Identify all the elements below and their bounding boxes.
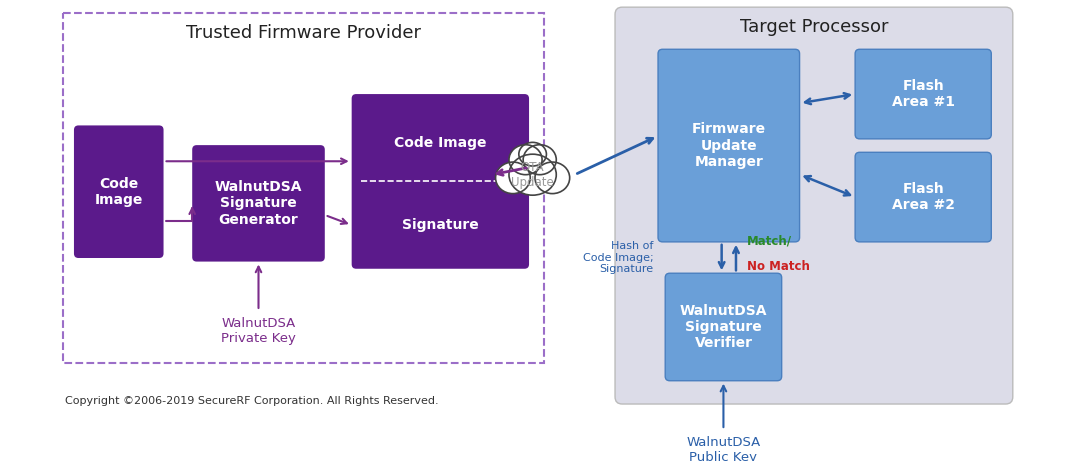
Text: WalnutDSA
Public Key: WalnutDSA Public Key [686, 436, 761, 461]
Text: Copyright ©2006-2019 SecureRF Corporation. All Rights Reserved.: Copyright ©2006-2019 SecureRF Corporatio… [65, 396, 439, 406]
FancyBboxPatch shape [659, 49, 799, 242]
Text: Target Processor: Target Processor [739, 18, 888, 36]
Ellipse shape [496, 162, 530, 194]
Text: Code
Image: Code Image [95, 177, 143, 207]
Text: Flash
Area #2: Flash Area #2 [892, 182, 954, 212]
FancyBboxPatch shape [665, 273, 781, 381]
Text: Trusted Firmware Provider: Trusted Firmware Provider [186, 24, 421, 42]
Text: Flash
Area #1: Flash Area #1 [892, 79, 954, 109]
Text: OTA
Update: OTA Update [511, 161, 554, 189]
Text: Hash of
Code Image;
Signature: Hash of Code Image; Signature [583, 241, 653, 274]
Text: WalnutDSA
Signature
Verifier: WalnutDSA Signature Verifier [680, 304, 767, 350]
Ellipse shape [509, 154, 556, 195]
Bar [63, 13, 544, 363]
Text: No Match: No Match [747, 260, 809, 273]
FancyBboxPatch shape [74, 125, 164, 258]
Text: Match/: Match/ [747, 235, 792, 248]
FancyBboxPatch shape [855, 152, 991, 242]
Text: WalnutDSA
Signature
Generator: WalnutDSA Signature Generator [215, 180, 302, 226]
Ellipse shape [523, 145, 556, 175]
FancyBboxPatch shape [352, 94, 529, 269]
Text: Signature: Signature [402, 218, 479, 232]
Ellipse shape [509, 145, 542, 175]
Text: Firmware
Update
Manager: Firmware Update Manager [692, 122, 766, 169]
Ellipse shape [535, 162, 569, 194]
FancyBboxPatch shape [615, 7, 1013, 404]
FancyBboxPatch shape [855, 49, 991, 139]
Text: WalnutDSA
Private Key: WalnutDSA Private Key [221, 317, 296, 345]
Text: Code Image: Code Image [394, 136, 486, 150]
FancyBboxPatch shape [193, 145, 325, 261]
Ellipse shape [519, 142, 547, 166]
